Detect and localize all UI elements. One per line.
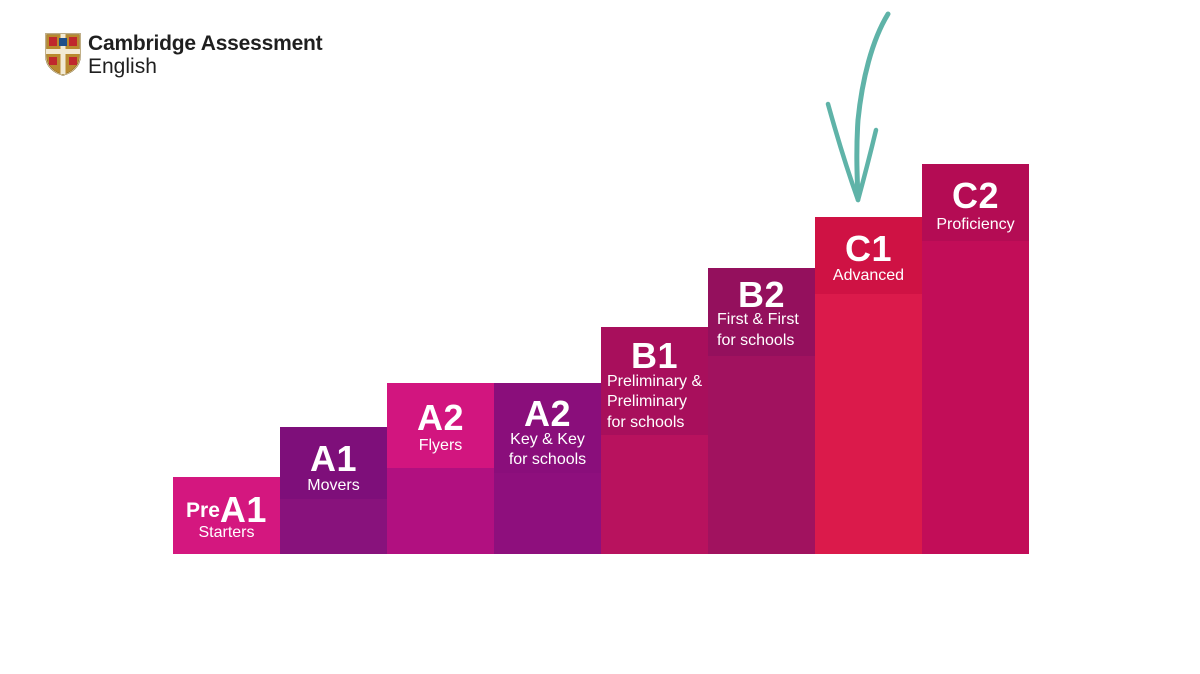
exam-name-line: for schools (508, 451, 587, 468)
step-cap (387, 383, 494, 468)
level-prefix: Pre (186, 499, 220, 522)
level-code: B1 (630, 335, 679, 376)
step-cap (601, 327, 708, 435)
brand-wordmark: Cambridge Assessment English (88, 32, 323, 78)
step-c1-advanced: C1 Advanced (815, 217, 922, 554)
step-a1-movers: A1 Movers (280, 427, 387, 554)
exam-name-line: Key & Key (510, 431, 585, 448)
step-cap (494, 383, 601, 473)
step-cap (708, 268, 815, 356)
down-arrow-icon (825, 11, 891, 203)
brand-logo: Cambridge Assessment English (44, 32, 323, 78)
step-b2-first: B2 First & First for schools (708, 268, 815, 554)
step-cap (922, 164, 1029, 241)
step-a2-key: A2 Key & Key for schools (494, 383, 601, 554)
level-label: PreA1 (173, 492, 280, 529)
exam-name-line: for schools (717, 332, 795, 349)
level-code: C1 (844, 228, 893, 269)
level-code: B2 (737, 274, 786, 315)
level-code: A2 (416, 397, 465, 438)
step-b1-preliminary: B1 Preliminary & Preliminary for schools (601, 327, 708, 554)
level-code: A1 (309, 438, 358, 479)
brand-subname: English (88, 55, 157, 78)
exam-name-line: Starters (198, 524, 255, 541)
step-cap (280, 427, 387, 499)
exam-name-line: Advanced (832, 267, 905, 284)
level-code: A1 (219, 489, 267, 530)
level-code: C2 (951, 175, 1000, 216)
university-crest-icon (45, 33, 81, 76)
exam-name-line: for schools (607, 414, 685, 431)
brand-name: Cambridge Assessment (88, 32, 323, 55)
exam-name-line: Flyers (418, 437, 463, 454)
exam-name-line: Proficiency (936, 216, 1015, 233)
step-pre-a1-starters: PreA1 Starters (173, 477, 280, 554)
exam-name-line: Movers (307, 477, 360, 494)
step-c2-proficiency: C2 Proficiency (922, 164, 1029, 554)
step-cap (173, 477, 280, 554)
exam-name-line: Preliminary (607, 393, 688, 410)
step-a2-flyers: A2 Flyers (387, 383, 494, 554)
exam-name-line: Preliminary & (607, 373, 703, 390)
exam-name-line: First & First (717, 311, 799, 328)
step-cap (815, 217, 922, 294)
level-code: A2 (523, 393, 572, 434)
